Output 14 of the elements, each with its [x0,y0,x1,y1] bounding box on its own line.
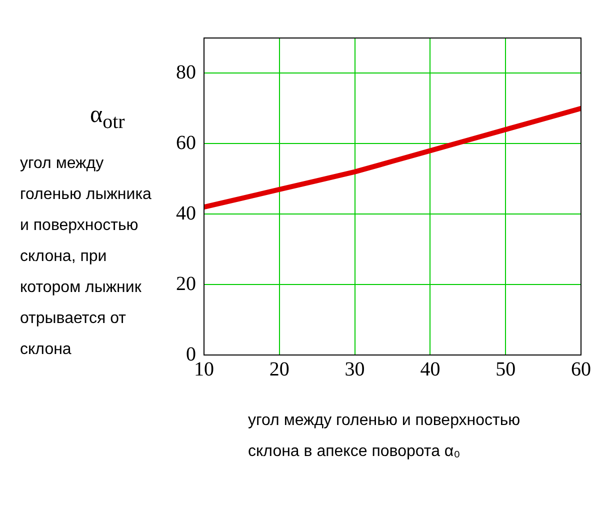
y-axis-title: α$_{otr}$ [90,101,125,135]
y-tick-label: 40 [176,202,196,224]
x-tick-label: 60 [571,358,591,380]
x-tick-label: 20 [269,358,290,380]
x-tick-label: 50 [496,358,516,380]
x-tick-label: 30 [344,358,365,380]
text: угол между голенью лыжника и поверхностью склона, при котором лыжник отрывается от склона [20,154,152,360]
x-axis-title: угол между голенью и поверхностью склона в апексе поворота α₀ [248,411,522,462]
y-tick-label: 80 [176,61,196,84]
x-tick-label: 10 [194,358,214,380]
y-tick-label: 0 [186,343,196,366]
x-tick-label: 40 [420,358,440,380]
y-tick-label: 20 [176,272,196,295]
y-tick-label: 60 [176,132,196,154]
